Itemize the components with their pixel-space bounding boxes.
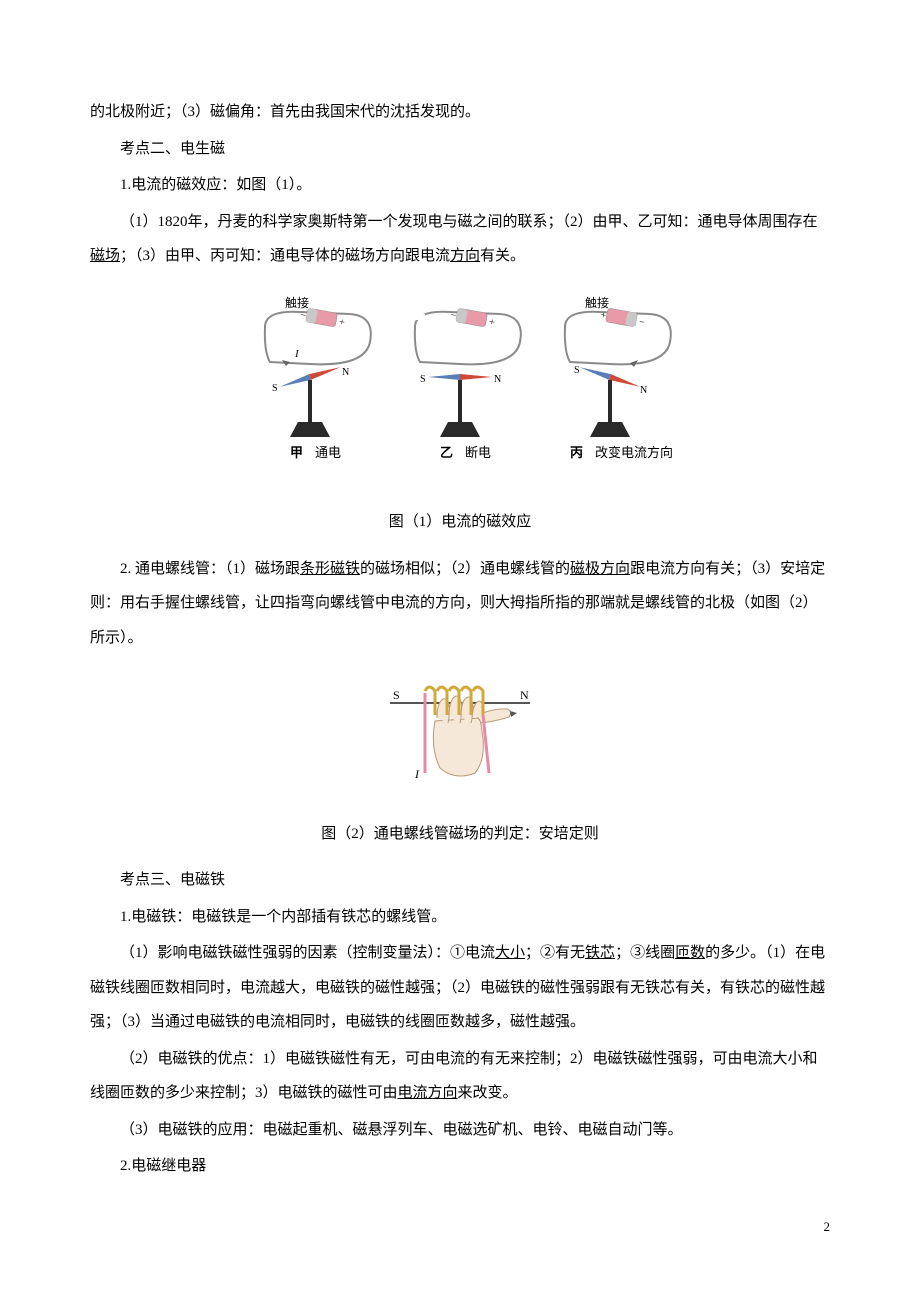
text: 通电螺线管：（1）磁场跟 xyxy=(135,561,300,577)
pole-n: N xyxy=(520,688,529,702)
panel-label-off: 断电 xyxy=(465,445,491,460)
needle-south xyxy=(428,374,460,380)
needle-north xyxy=(609,374,641,390)
battery-plus: + xyxy=(338,316,346,328)
page-number: 2 xyxy=(824,1212,831,1242)
coil-lead-right xyxy=(483,715,489,773)
text: ；③线圈 xyxy=(615,945,675,961)
panel-label-jia: 甲 xyxy=(290,445,303,460)
needle-south xyxy=(279,374,311,390)
paragraph-4: （1）影响电磁铁磁性强弱的因素（控制变量法）：①电流大小；②有无铁芯；③线圈匝数… xyxy=(90,936,830,1040)
right-hand-rule-diagram: S N I xyxy=(385,673,535,793)
item-3-1-heading: 1.电磁铁：电磁铁是一个内部插有铁芯的螺线管。 xyxy=(90,900,830,935)
needle-north xyxy=(460,374,492,380)
stand-base xyxy=(590,422,630,437)
label-touch: 触接 xyxy=(585,295,609,310)
compass-n: N xyxy=(640,385,647,396)
battery-plus: + xyxy=(488,316,496,328)
oersted-diagram: 触接 − + I S N xyxy=(230,292,690,482)
text: 2. xyxy=(120,561,135,577)
paragraph-2: （1）1820年，丹麦的科学家奥斯特第一个发现电与磁之间的联系；（2）由甲、乙可… xyxy=(90,205,830,274)
paragraph-6: （3）电磁铁的应用：电磁起重机、磁悬浮列车、电磁选矿机、电铃、电磁自动门等。 xyxy=(90,1113,830,1148)
panel-label-reverse: 改变电流方向 xyxy=(595,445,673,460)
underline-cijifangxiang: 磁极方向 xyxy=(570,561,630,577)
figure-2-caption: 图（2）通电螺线管磁场的判定：安培定则 xyxy=(90,817,830,852)
underline-zashu: 匝数 xyxy=(675,945,705,961)
thumb-arrow xyxy=(510,711,517,717)
needle-north xyxy=(309,364,341,380)
text: 来改变。 xyxy=(458,1085,518,1101)
needle-south xyxy=(579,364,611,380)
text: 有关。 xyxy=(480,248,525,264)
pole-s: S xyxy=(393,688,400,702)
underline-tiaoxing: 条形磁铁 xyxy=(300,561,360,577)
compass-s: S xyxy=(574,365,580,376)
panel-label-on: 通电 xyxy=(315,445,341,460)
stand-pole xyxy=(458,380,462,422)
current-label: I xyxy=(294,348,300,360)
paragraph-3: 2. 通电螺线管：（1）磁场跟条形磁铁的磁场相似；（2）通电螺线管的磁极方向跟电… xyxy=(90,552,830,656)
compass-n: N xyxy=(342,367,349,378)
text: （1）影响电磁铁磁性强弱的因素（控制变量法）：①电流 xyxy=(120,945,495,961)
paragraph-5: （2）电磁铁的优点：1）电磁铁磁性有无，可由电流的有无来控制；2）电磁铁磁性强弱… xyxy=(90,1042,830,1111)
current-label: I xyxy=(414,767,420,781)
figure-2-container: S N I xyxy=(90,673,830,807)
figure-1-container: 触接 − + I S N xyxy=(90,292,830,496)
paragraph-continuation: 的北极附近；（3）磁偏角：首先由我国宋代的沈括发现的。 xyxy=(90,95,830,130)
item-3-2-heading: 2.电磁继电器 xyxy=(90,1149,830,1184)
figure-1-caption: 图（1）电流的磁效应 xyxy=(90,505,830,540)
battery-minus: − xyxy=(638,316,646,328)
stand-base xyxy=(440,422,480,437)
panel-label-bing: 丙 xyxy=(570,445,583,460)
compass-n: N xyxy=(494,374,501,385)
exam-point-2-heading: 考点二、电生磁 xyxy=(90,132,830,167)
text: 的磁场相似；（2）通电螺线管的 xyxy=(360,561,570,577)
text: ；②有无 xyxy=(525,945,585,961)
compass-s: S xyxy=(272,383,278,394)
underline-dianliufangxiang: 电流方向 xyxy=(398,1085,458,1101)
exam-point-3-heading: 考点三、电磁铁 xyxy=(90,863,830,898)
item-1-heading: 1.电流的磁效应：如图（1）。 xyxy=(90,168,830,203)
stand-pole xyxy=(608,380,612,422)
text: （1）1820年，丹麦的科学家奥斯特第一个发现电与磁之间的联系；（2）由甲、乙可… xyxy=(120,214,818,230)
panel-label-yi: 乙 xyxy=(440,445,453,460)
underline-tiexin: 铁芯 xyxy=(585,945,615,961)
underline-cichang: 磁场 xyxy=(90,248,120,264)
compass-s: S xyxy=(420,374,426,385)
circuit-gap xyxy=(415,314,425,320)
stand-base xyxy=(290,422,330,437)
text: ；（3）由甲、丙可知：通电导体的磁场方向跟电流 xyxy=(120,248,450,264)
label-touch: 触接 xyxy=(285,295,309,310)
underline-fangxiang: 方向 xyxy=(450,248,480,264)
stand-pole xyxy=(308,380,312,422)
underline-daxiao: 大小 xyxy=(495,945,525,961)
